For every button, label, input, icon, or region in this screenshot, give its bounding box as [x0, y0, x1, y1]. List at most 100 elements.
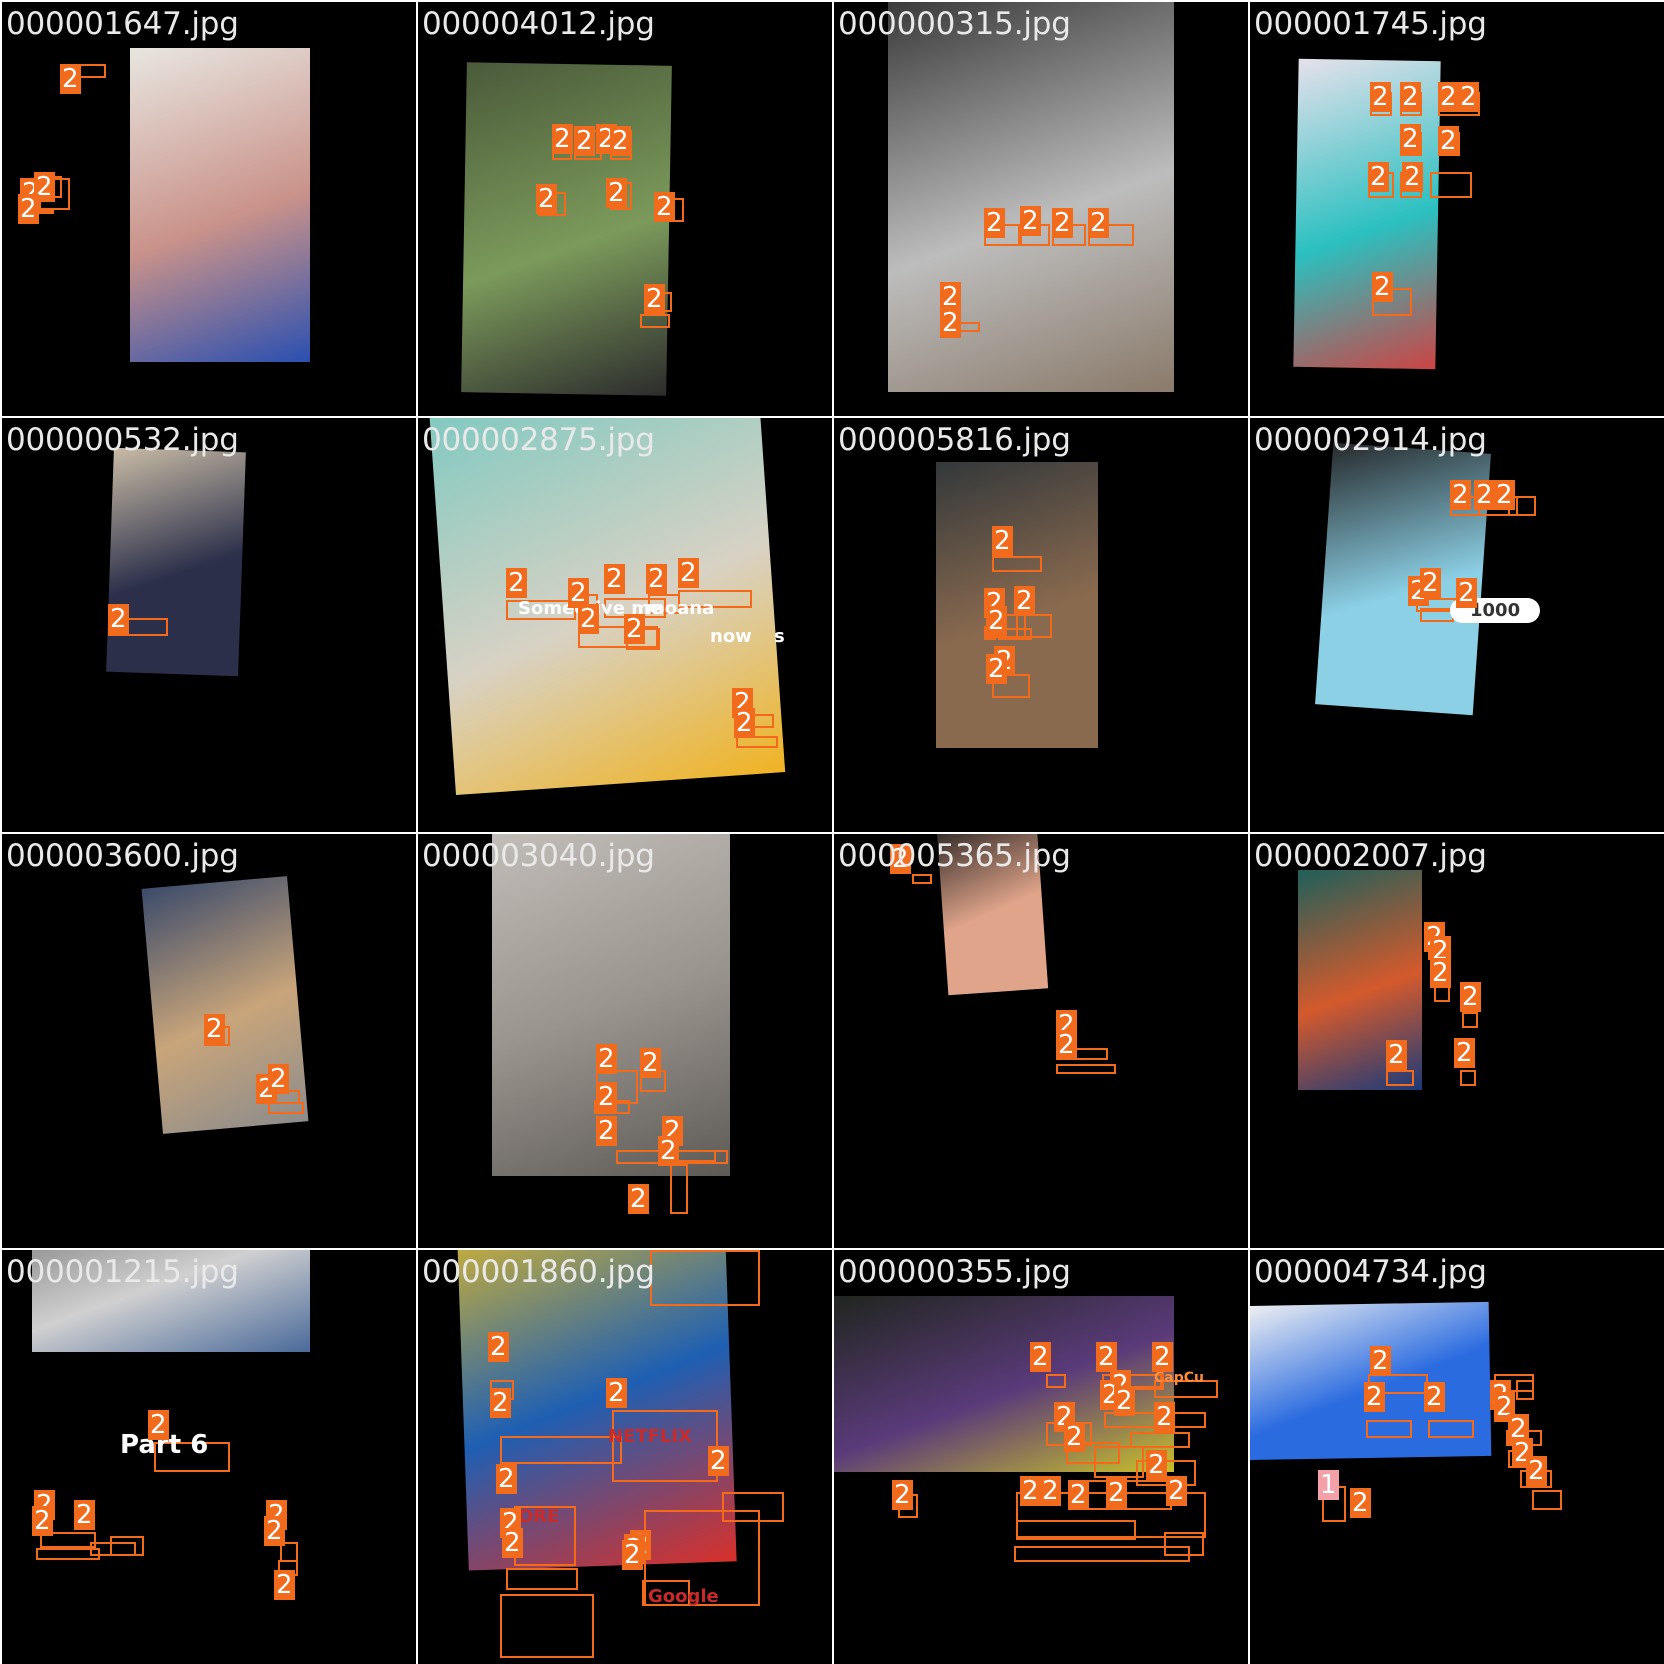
image-filename: 000001860.jpg	[422, 1254, 655, 1290]
detection-box	[500, 1436, 622, 1464]
class-label-tag: 2	[488, 1332, 509, 1362]
image-filename: 000000315.jpg	[838, 6, 1071, 42]
image-filename: 000000355.jpg	[838, 1254, 1071, 1290]
class-label-tag: 2	[1454, 1038, 1475, 1068]
class-label-tag: 2	[604, 564, 625, 594]
class-label-tag: 2	[536, 184, 557, 214]
class-label-tag: 2	[1040, 1476, 1061, 1506]
image-tile[interactable]: 222222000002007.jpg	[1250, 834, 1664, 1248]
class-label-tag: 2	[610, 126, 631, 156]
detection-box	[1434, 986, 1450, 1002]
image-tile[interactable]: 2 2 2 2 2 2 2 2 2 000001745.jpg	[1250, 2, 1664, 416]
class-label-tag: 2	[18, 194, 39, 224]
detection-box	[1130, 1432, 1190, 1448]
class-label-tag: 2	[1460, 982, 1481, 1012]
class-label-tag: 2	[940, 282, 961, 312]
class-label-tag: 2	[1068, 1480, 1089, 1510]
class-label-tag: 2	[32, 1506, 53, 1536]
detection-box	[1516, 1380, 1534, 1400]
image-tile[interactable]: 2 2 2 000005365.jpg	[834, 834, 1248, 1248]
class-label-tag: 2	[596, 1116, 617, 1146]
image-overlay-text: moana	[646, 598, 715, 619]
image-filename: 000001745.jpg	[1254, 6, 1487, 42]
class-label-tag: 2	[644, 284, 665, 314]
class-label-tag: 2	[502, 1528, 523, 1558]
image-tile[interactable]: NETFLIXOREGoogle2222222222000001860.jpg	[418, 1250, 832, 1664]
class-label-tag: 2	[986, 606, 1007, 636]
class-label-tag: 2	[1014, 586, 1035, 616]
image-overlay-text: give me	[582, 598, 663, 619]
image-tile[interactable]: 2 000000532.jpg	[2, 418, 416, 832]
image-filename: 000001215.jpg	[6, 1254, 239, 1290]
class-label-tag: 2	[1526, 1456, 1547, 1486]
detection-box	[678, 590, 752, 608]
class-label-tag: 2	[1458, 82, 1479, 112]
detection-box	[722, 1492, 784, 1522]
detection-box	[642, 1580, 690, 1606]
image-tile[interactable]: 222222000005816.jpg	[834, 418, 1248, 832]
class-label-tag: 2	[1364, 1382, 1385, 1412]
detection-box	[500, 1594, 594, 1658]
class-label-tag: 2	[1114, 1386, 1135, 1416]
image-tile[interactable]: Someo give me moana now s 2 2 2 2 2 2 2 2 2 000002875.…	[418, 418, 832, 832]
class-label-tag: 2	[1508, 1414, 1529, 1444]
detection-box	[1086, 1480, 1172, 1510]
image-overlay-text: Google	[648, 1586, 719, 1607]
image-filename: 000002914.jpg	[1254, 422, 1487, 458]
class-label-tag: 2	[646, 564, 667, 594]
class-label-tag: 2	[60, 64, 81, 94]
image-overlay-text: s	[774, 626, 785, 647]
image-content	[461, 62, 672, 396]
class-label-tag: 2	[984, 208, 1005, 238]
detection-box	[1056, 1064, 1116, 1074]
class-label-tag: 2	[1400, 124, 1421, 154]
detection-box	[506, 1568, 578, 1590]
detection-box	[992, 556, 1042, 572]
class-label-tag: 2	[1088, 208, 1109, 238]
class-label-tag: 2	[1400, 82, 1421, 112]
image-tile[interactable]: 2222222221000004734.jpg	[1250, 1250, 1664, 1664]
detection-box	[650, 1250, 760, 1306]
class-label-tag: 2	[1146, 1450, 1167, 1480]
image-tile[interactable]: Part 6 2 2 2 2 2 2 2 000001215.jpg	[2, 1250, 416, 1664]
detection-box	[1154, 1380, 1218, 1398]
detection-box	[912, 874, 932, 884]
image-tile[interactable]: CapCu2222222222222222000000355.jpg	[834, 1250, 1248, 1664]
class-label-tag: 2	[1372, 272, 1393, 302]
class-label-tag: 2	[606, 178, 627, 208]
class-label-tag: 1	[1318, 1470, 1339, 1500]
detection-box	[1462, 1012, 1478, 1028]
image-filename: 000004734.jpg	[1254, 1254, 1487, 1290]
image-tile[interactable]: 1000 2 2 2 2 2 2 000002914.jpg	[1250, 418, 1664, 832]
class-label-tag: 2	[1056, 1030, 1077, 1060]
detection-box	[1386, 1070, 1414, 1086]
class-label-tag: 2	[148, 1410, 169, 1440]
detection-box	[670, 1164, 688, 1214]
image-overlay-text: now	[710, 626, 752, 647]
class-label-tag: 2	[658, 1136, 679, 1166]
class-label-tag: 2	[1424, 1382, 1445, 1412]
class-label-tag: 2	[574, 126, 595, 156]
class-label-tag: 2	[1438, 126, 1459, 156]
class-label-tag: 2	[1030, 1342, 1051, 1372]
class-label-tag: 2	[1494, 480, 1515, 510]
class-label-tag: 2	[1402, 162, 1423, 192]
image-tile[interactable]: 2 2 2 2 2 2 2 000003040.jpg	[418, 834, 832, 1248]
class-label-tag: 2	[1386, 1040, 1407, 1070]
image-tile[interactable]: 2 2 2 2 2 2 000000315.jpg	[834, 2, 1248, 416]
class-label-tag: 2	[74, 1500, 95, 1530]
class-label-tag: 2	[1456, 578, 1477, 608]
detection-box	[506, 600, 576, 620]
detection-box	[736, 736, 778, 748]
image-tile[interactable]: 2 2 2 2 2 2 2 2 000004012.jpg	[418, 2, 832, 416]
image-tile[interactable]: 2 2 2 2 000001647.jpg	[2, 2, 416, 416]
class-label-tag: 2	[1438, 82, 1459, 112]
class-label-tag: 2	[496, 1464, 517, 1494]
image-overlay-text: NETFLIX	[608, 1426, 692, 1447]
image-filename: 000001647.jpg	[6, 6, 239, 42]
class-label-tag: 2	[1450, 480, 1471, 510]
class-label-tag: 2	[940, 308, 961, 338]
detection-box	[1430, 172, 1472, 198]
image-tile[interactable]: 2 2 2 000003600.jpg	[2, 834, 416, 1248]
class-label-tag: 2	[708, 1446, 729, 1476]
